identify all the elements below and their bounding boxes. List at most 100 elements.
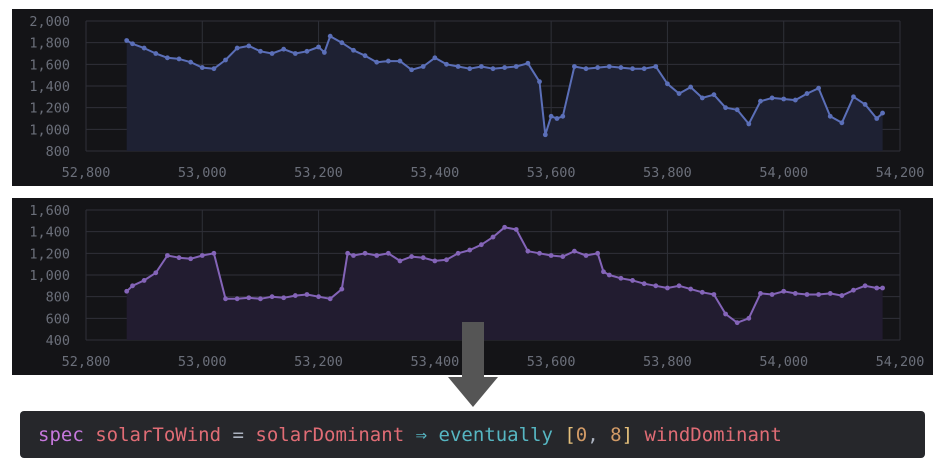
data-point	[572, 248, 577, 254]
data-point	[537, 250, 542, 256]
data-point	[130, 41, 135, 47]
data-point	[258, 48, 263, 54]
x-tick-label: 53,200	[294, 354, 343, 370]
y-tick-label: 1,400	[29, 79, 70, 95]
x-tick-label: 53,000	[178, 354, 227, 370]
y-tick-label: 1,000	[29, 268, 70, 284]
data-point	[862, 102, 868, 107]
data-point	[862, 283, 868, 289]
data-point	[153, 270, 159, 276]
y-tick-label: 1,800	[29, 36, 70, 52]
data-point	[816, 85, 821, 91]
data-point	[444, 61, 449, 67]
y-tick-label: 2,000	[29, 14, 70, 30]
data-point	[723, 311, 728, 317]
data-point	[688, 84, 694, 90]
data-point	[374, 59, 380, 65]
data-point	[292, 293, 298, 298]
data-point	[513, 227, 519, 232]
data-point	[560, 254, 566, 259]
chart-bottom-plot: 400 600 800 1,000 1,200 1,400 1,600 52,800 53,00…	[29, 203, 924, 370]
spec-rbracket: ]	[621, 423, 634, 446]
data-point	[583, 66, 589, 72]
data-point	[874, 116, 880, 121]
data-point	[467, 247, 473, 253]
chart-bottom: 400 600 800 1,000 1,200 1,400 1,600 52,800 53,00…	[12, 198, 933, 375]
data-point	[339, 40, 345, 46]
data-point	[141, 45, 147, 51]
data-point	[455, 64, 461, 69]
data-point	[699, 289, 705, 295]
data-point	[804, 292, 810, 297]
spec-formula: spec solarToWind = solarDominant ⇒ event…	[20, 411, 925, 458]
data-point	[601, 269, 606, 275]
data-point	[362, 53, 368, 59]
data-point	[188, 256, 194, 262]
spec-name: solarToWind	[95, 423, 222, 446]
y-tick-label: 1,200	[29, 101, 70, 117]
data-point	[839, 293, 845, 298]
data-point	[165, 55, 170, 61]
data-point	[316, 44, 321, 50]
data-point	[432, 258, 438, 264]
data-point	[409, 254, 414, 259]
data-point	[351, 47, 356, 53]
data-point	[606, 272, 612, 278]
data-point	[595, 65, 601, 70]
data-point	[804, 91, 810, 96]
spec-comma: ,	[587, 423, 599, 446]
spec-lhs: solarDominant	[255, 423, 405, 446]
data-point	[572, 64, 577, 69]
data-point	[321, 50, 327, 55]
data-point	[374, 253, 380, 258]
data-point	[758, 291, 763, 296]
spec-keyword: spec	[38, 423, 84, 446]
data-point	[327, 296, 333, 302]
data-point	[880, 110, 885, 116]
x-tick-label: 52,800	[62, 165, 111, 181]
spec-lbracket: [	[564, 423, 576, 446]
spec-temporal: eventually	[438, 423, 553, 446]
data-point	[124, 38, 130, 43]
data-point	[665, 81, 670, 87]
series-area	[126, 36, 883, 152]
data-point	[269, 51, 275, 56]
data-point	[711, 292, 717, 297]
data-point	[269, 294, 275, 300]
data-point	[490, 66, 496, 72]
down-arrow-icon	[448, 322, 498, 407]
data-point	[316, 294, 321, 300]
y-tick-label: 800	[46, 290, 70, 306]
data-point	[851, 94, 856, 100]
data-point	[746, 315, 752, 321]
x-tick-label: 54,200	[876, 165, 925, 181]
data-point	[618, 65, 624, 70]
spec-upper: 8	[610, 423, 622, 446]
data-point	[699, 95, 705, 101]
data-point	[327, 33, 333, 39]
x-tick-label: 53,000	[178, 165, 227, 181]
data-point	[281, 46, 287, 52]
data-point	[223, 57, 228, 63]
data-point	[258, 296, 263, 302]
data-point	[676, 283, 682, 289]
data-point	[734, 107, 740, 113]
data-point	[827, 291, 833, 296]
x-tick-label: 53,800	[643, 165, 692, 181]
data-point	[176, 255, 182, 261]
data-point	[199, 253, 205, 258]
y-tick-label: 1,000	[29, 122, 70, 138]
data-point	[618, 275, 624, 281]
y-tick-label: 1,200	[29, 246, 70, 262]
data-point	[246, 43, 252, 49]
data-point	[478, 242, 484, 248]
data-point	[746, 121, 752, 127]
data-point	[211, 250, 217, 256]
y-tick-label: 400	[46, 333, 70, 349]
data-point	[478, 64, 484, 69]
data-point	[351, 253, 356, 258]
data-point	[676, 91, 682, 96]
y-tick-label: 600	[46, 311, 70, 327]
data-point	[292, 51, 298, 56]
data-point	[246, 295, 252, 301]
